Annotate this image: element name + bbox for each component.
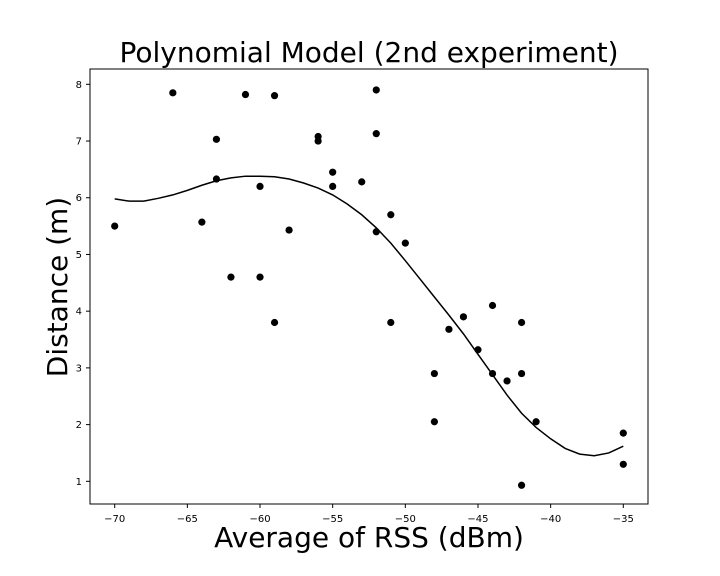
data-point (212, 135, 221, 143)
x-axis-label: Average of RSS (dBm) (214, 521, 524, 554)
data-point (532, 418, 540, 426)
y-axis-label: Distance (m) (41, 197, 74, 377)
y-tick-label: 5 (76, 250, 82, 261)
plot-area (111, 86, 627, 489)
data-point (517, 369, 526, 378)
data-point (619, 429, 627, 437)
data-point (329, 182, 337, 190)
data-point (401, 239, 409, 247)
y-tick-label: 1 (76, 477, 82, 488)
chart-title: Polynomial Model (2nd experiment) (119, 36, 618, 69)
data-point (517, 318, 526, 327)
y-tick-label: 2 (76, 420, 82, 431)
x-tick-label: −70 (104, 514, 125, 525)
y-tick-label: 6 (76, 193, 82, 204)
data-point (314, 137, 322, 145)
y-tick-label: 3 (76, 363, 82, 374)
data-point (256, 182, 264, 190)
data-point (474, 346, 482, 354)
data-point (198, 218, 206, 226)
y-tick-label: 8 (76, 80, 82, 91)
data-point (270, 92, 279, 100)
data-point (256, 273, 264, 281)
data-point (517, 481, 526, 489)
data-point (358, 178, 366, 186)
data-point (270, 318, 279, 327)
data-point (241, 90, 250, 99)
data-point (445, 325, 453, 333)
data-point (488, 369, 497, 378)
data-point (285, 226, 293, 234)
y-tick-label: 7 (76, 137, 82, 148)
data-point (212, 175, 221, 183)
data-point (372, 228, 380, 236)
data-point (387, 318, 395, 327)
data-point (459, 313, 468, 321)
data-point (488, 301, 497, 310)
x-tick-label: −55 (322, 514, 343, 525)
x-tick-label: −40 (540, 514, 561, 525)
data-point (329, 168, 337, 176)
data-point (430, 369, 438, 378)
data-point (372, 86, 380, 94)
y-tick-label: 4 (76, 307, 82, 318)
data-point (430, 418, 438, 426)
data-point (227, 273, 235, 281)
x-tick-label: −35 (613, 514, 634, 525)
x-tick-label: −65 (177, 514, 198, 525)
data-point (503, 377, 511, 385)
x-tick-label: −60 (249, 514, 270, 525)
x-tick-label: −45 (467, 514, 488, 525)
x-tick-label: −50 (395, 514, 416, 525)
data-point (372, 130, 380, 138)
fit-curve (114, 175, 624, 457)
axis-ticks: −70 −65 −60 −55 −50 −45 −40 −35 1 2 3 4 5 6 7 8 (76, 80, 634, 525)
data-point (619, 460, 627, 468)
data-point (387, 211, 395, 219)
data-point (111, 222, 119, 230)
plot-frame (89, 68, 649, 505)
data-point (169, 89, 177, 97)
